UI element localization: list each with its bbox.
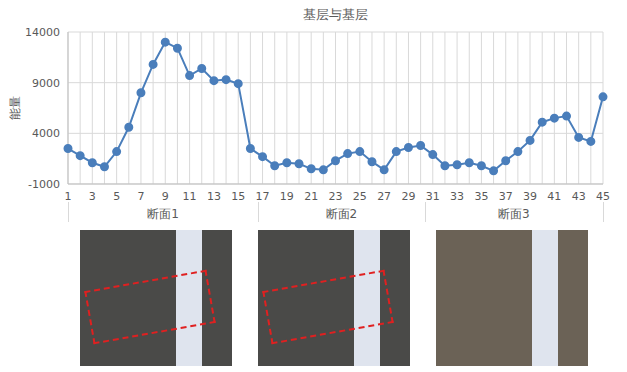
svg-text:9: 9	[162, 190, 169, 203]
svg-text:21: 21	[304, 190, 318, 203]
svg-text:能量: 能量	[8, 96, 22, 120]
html-text:断面2: 断面2	[325, 207, 358, 221]
html-text:断面3: 断面3	[498, 207, 530, 221]
svg-text:15: 15	[231, 190, 245, 203]
svg-text:35: 35	[474, 190, 488, 203]
svg-text:11: 11	[183, 190, 197, 203]
svg-text:7: 7	[137, 190, 144, 203]
svg-text:-1000: -1000	[28, 178, 60, 191]
html-text:断面1: 断面1	[147, 207, 179, 221]
svg-text:45: 45	[596, 190, 610, 203]
svg-text:4000: 4000	[32, 127, 60, 140]
svg-text:14000: 14000	[25, 26, 60, 39]
svg-text:33: 33	[450, 190, 464, 203]
svg-text:1: 1	[65, 190, 72, 203]
svg-text:41: 41	[547, 190, 561, 203]
svg-text:23: 23	[329, 190, 343, 203]
svg-text:27: 27	[377, 190, 391, 203]
svg-text:19: 19	[280, 190, 294, 203]
svg-text:31: 31	[426, 190, 440, 203]
svg-text:13: 13	[207, 190, 221, 203]
html-text:基层与基层: 基层与基层	[303, 7, 368, 22]
svg-text:43: 43	[572, 190, 586, 203]
svg-text:29: 29	[401, 190, 415, 203]
svg-text:5: 5	[113, 190, 120, 203]
svg-text:25: 25	[353, 190, 367, 203]
svg-text:9000: 9000	[32, 77, 60, 90]
svg-text:3: 3	[89, 190, 96, 203]
svg-text:17: 17	[256, 190, 270, 203]
svg-text:37: 37	[499, 190, 513, 203]
svg-text:39: 39	[523, 190, 537, 203]
